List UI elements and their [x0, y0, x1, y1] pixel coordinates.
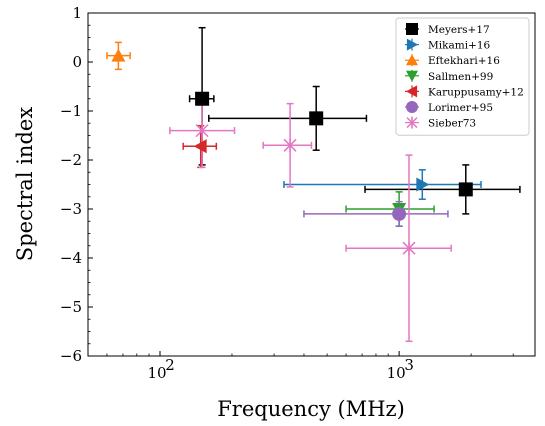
square-marker — [406, 23, 418, 35]
x-tick-label: 10 — [387, 364, 406, 382]
legend-item: Sieber73 — [405, 116, 476, 130]
y-tick-label: 0 — [72, 53, 82, 71]
legend-label: Meyers+17 — [428, 24, 490, 36]
legend-box — [395, 17, 530, 136]
circle-marker — [406, 101, 418, 113]
x-marker — [195, 123, 209, 138]
y-tick-label: −3 — [60, 200, 82, 218]
circle-marker — [392, 206, 407, 221]
legend-label: Lorimer+95 — [428, 102, 493, 114]
x-axis-title: Frequency (MHz) — [217, 397, 405, 421]
x-marker — [406, 116, 418, 129]
legend-item: Karuppusamy+12 — [405, 85, 524, 98]
y-tick-label: −4 — [60, 249, 82, 267]
triangle-down-marker — [406, 70, 418, 82]
error-bar — [303, 200, 449, 227]
data-markers — [111, 48, 473, 256]
x-marker — [283, 138, 297, 153]
y-tick-label: 1 — [72, 4, 82, 22]
legend-label: Mikami+16 — [428, 40, 491, 52]
legend-item: Sallmen+99 — [405, 69, 493, 83]
triangle-right-marker — [416, 177, 430, 192]
triangle-left-marker — [193, 139, 207, 154]
y-tick-label: −5 — [60, 298, 82, 316]
legend: Meyers+17 Mikami+16 Eftekhari+16 Sallmen+99… — [395, 17, 530, 136]
y-axis-title: Spectral index — [13, 107, 37, 262]
legend-item: Lorimer+95 — [405, 101, 493, 114]
square-marker — [309, 111, 324, 126]
triangle-right-marker — [406, 38, 418, 51]
y-tick-label: −2 — [60, 151, 82, 169]
y-tick-label: −1 — [60, 102, 82, 120]
legend-label: Sallmen+99 — [428, 71, 493, 83]
square-marker — [458, 182, 473, 197]
error-bar — [208, 85, 368, 151]
legend-item: Eftekhari+16 — [405, 54, 500, 67]
legend-label: Sieber73 — [428, 118, 476, 130]
error-bar — [283, 169, 482, 200]
error-bar — [364, 164, 521, 215]
error-bar — [345, 154, 452, 343]
x-tick-exponent: 3 — [404, 356, 414, 374]
legend-label: Karuppusamy+12 — [428, 86, 524, 98]
triangle-left-marker — [406, 85, 418, 98]
legend-item: Meyers+17 — [405, 23, 490, 36]
x-tick-exponent: 2 — [165, 356, 175, 374]
x-tick-label: 10 — [147, 364, 166, 382]
triangle-up-marker — [111, 48, 126, 62]
x-marker — [402, 241, 416, 256]
legend-item: Mikami+16 — [405, 38, 491, 52]
error-bar — [345, 191, 435, 227]
error-bar — [262, 102, 313, 188]
legend-label: Eftekhari+16 — [428, 55, 500, 67]
y-tick-label: −6 — [60, 347, 82, 365]
triangle-up-marker — [406, 54, 418, 66]
square-marker — [195, 91, 210, 106]
